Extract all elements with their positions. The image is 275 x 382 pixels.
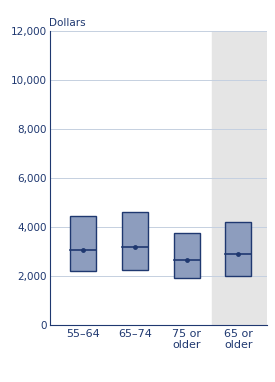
Bar — [70, 215, 96, 271]
Bar — [226, 222, 251, 276]
Text: Dollars: Dollars — [50, 18, 86, 28]
Bar — [212, 31, 267, 325]
Bar — [174, 233, 199, 278]
Bar — [122, 212, 148, 270]
